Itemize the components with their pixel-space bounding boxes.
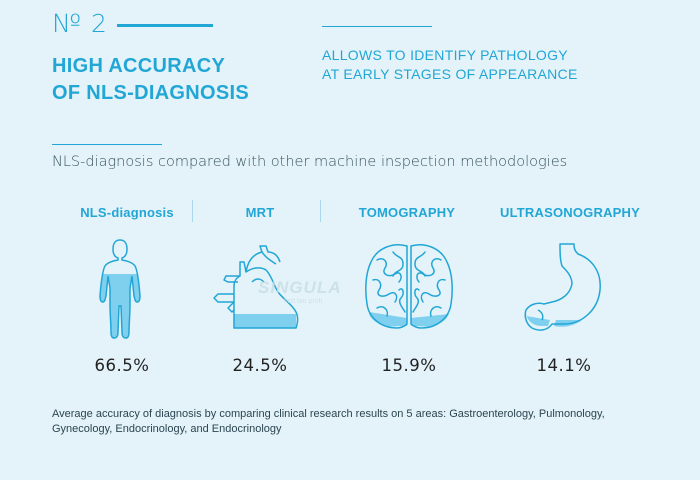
footnote: Average accuracy of diagnosis by compari… [52, 408, 605, 435]
page-title: HIGH ACCURACY OF NLS-DIAGNOSIS [52, 53, 312, 107]
subtitle-line-1: ALLOWS TO IDENTIFY PATHOLOGY [322, 47, 568, 63]
stomach-icon [524, 243, 601, 331]
watermark-brand: SINGULA [258, 278, 342, 297]
subtitle-line-2: AT EARLY STAGES OF APPEARANCE [322, 66, 578, 82]
title-line-1: HIGH ACCURACY [52, 55, 226, 77]
column-separator [320, 200, 321, 222]
method-label-tomography: TOMOGRAPHY [358, 205, 456, 220]
page-subtitle: ALLOWS TO IDENTIFY PATHOLOGY AT EARLY ST… [322, 46, 622, 84]
number-underline [117, 24, 213, 27]
percent-nls: 66.5% [94, 356, 150, 375]
percent-tomography: 15.9% [381, 356, 437, 375]
watermark-tagline: first bio profi [284, 298, 323, 305]
human-body-icon [99, 239, 141, 339]
title-line-2: OF NLS-DIAGNOSIS [52, 82, 250, 104]
subtitle-divider [322, 26, 432, 27]
brain-icon [365, 244, 453, 329]
percent-mrt: 24.5% [232, 356, 288, 375]
intro-divider [52, 144, 162, 145]
column-separator [192, 200, 193, 222]
heart-icon [213, 245, 299, 329]
percent-ultrasonography: 14.1% [536, 356, 592, 375]
section-number: № 2 [52, 9, 108, 38]
intro-text: NLS-diagnosis compared with other machin… [52, 154, 568, 170]
method-label-mrt: MRT [245, 205, 275, 220]
method-label-nls: NLS-diagnosis [80, 205, 174, 220]
method-label-ultrasonography: ULTRASONOGRAPHY [500, 205, 640, 220]
